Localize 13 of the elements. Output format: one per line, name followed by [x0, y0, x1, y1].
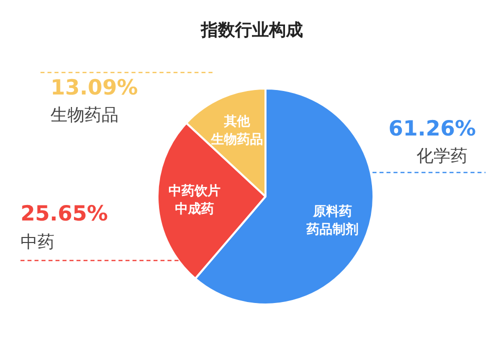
text: 药品制剂	[305, 222, 358, 238]
slice-label: 化学药	[416, 146, 468, 166]
text: 中成药	[174, 201, 214, 218]
slice-label: 生物药品	[50, 106, 118, 126]
text: 生物药品	[210, 132, 264, 148]
chart-title: 指数行业构成	[200, 20, 303, 40]
data-label: 13.09%	[50, 76, 138, 100]
text: 原料药	[312, 204, 352, 220]
data-label: 25.65%	[20, 202, 108, 226]
text: 中药饮片	[168, 183, 220, 200]
slice-label: 中药	[20, 232, 54, 252]
data-label: 61.26%	[388, 116, 476, 140]
text: 其他	[223, 114, 252, 130]
